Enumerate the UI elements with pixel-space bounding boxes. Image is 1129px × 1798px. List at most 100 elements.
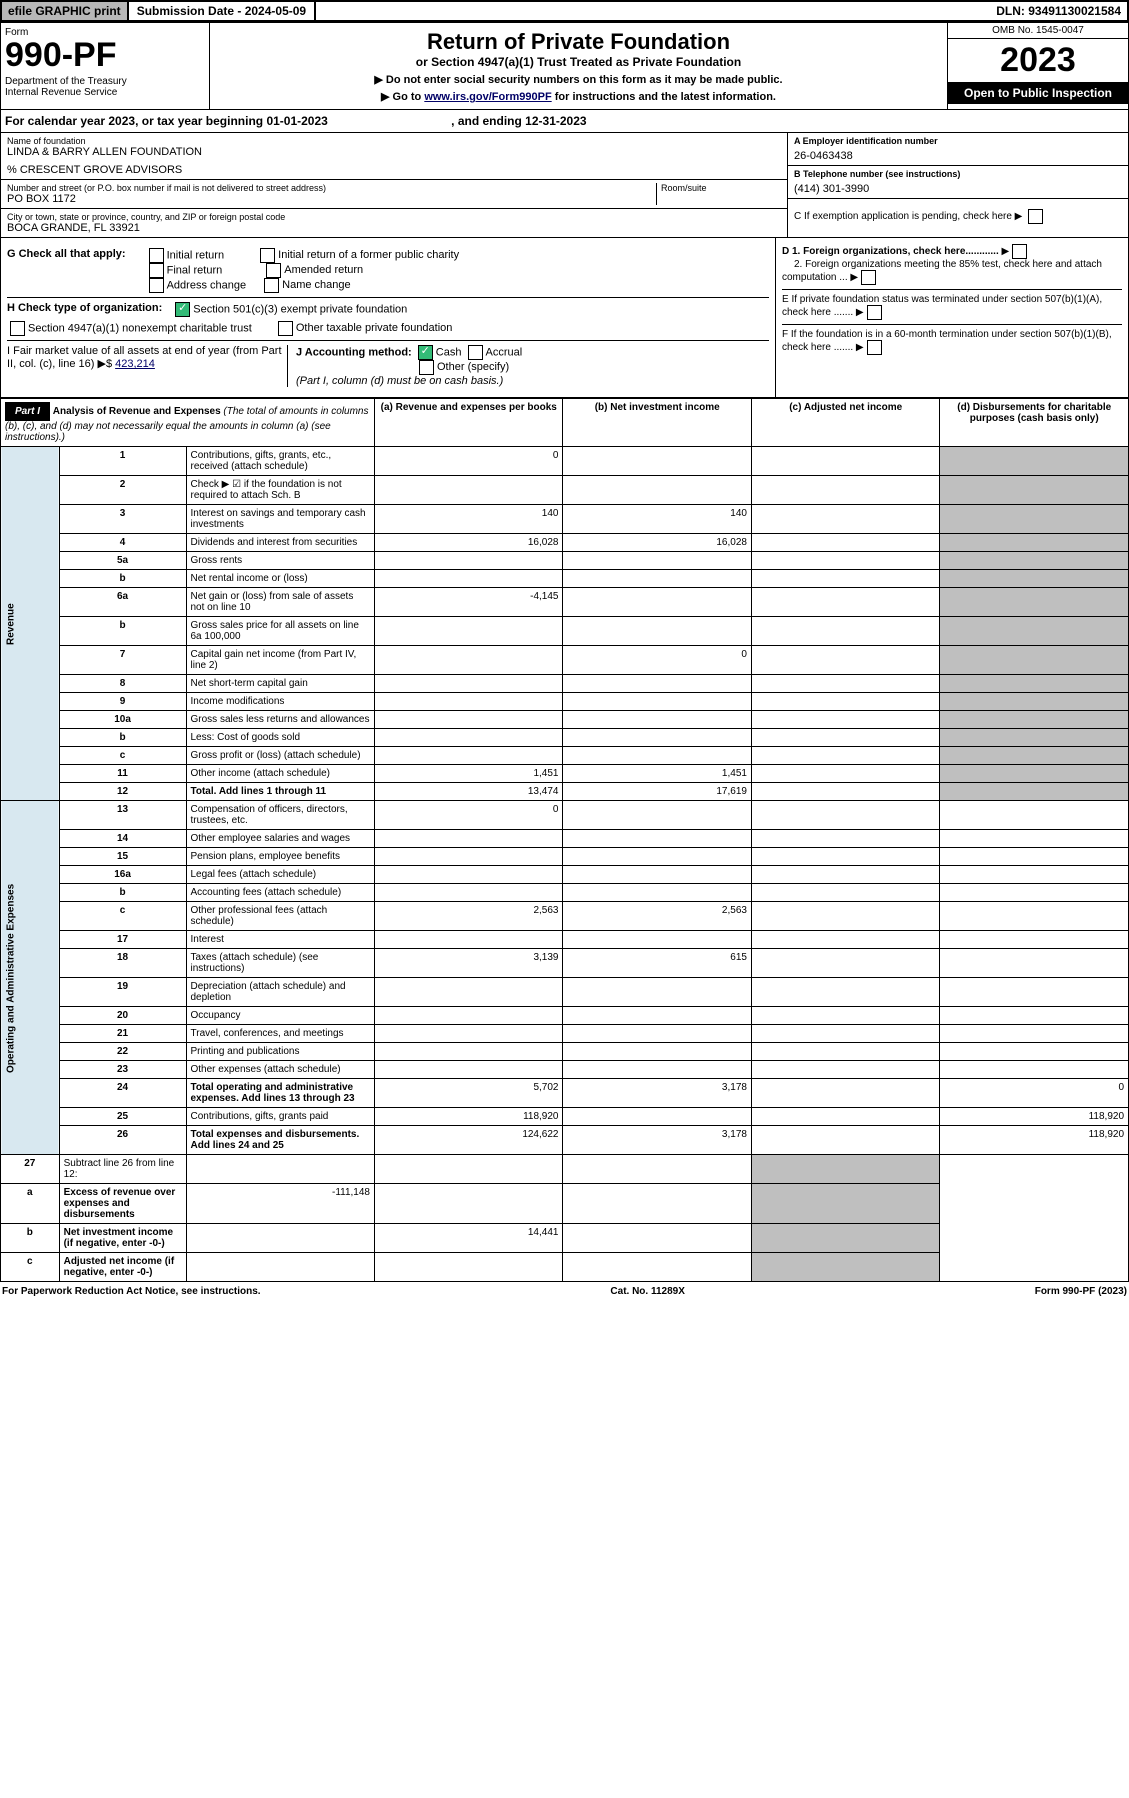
g-initial-chk[interactable] xyxy=(149,248,164,263)
table-row: 5aGross rents xyxy=(1,552,1129,570)
cell-c xyxy=(751,783,939,801)
row-num: 26 xyxy=(59,1126,186,1155)
cell-c xyxy=(751,1079,939,1108)
cell-a: 2,563 xyxy=(374,902,562,931)
cell-a: 1,451 xyxy=(374,765,562,783)
h-other: Other taxable private foundation xyxy=(296,322,453,334)
cell-b xyxy=(563,711,751,729)
g-final: Final return xyxy=(167,264,223,276)
row-desc: Gross sales less returns and allowances xyxy=(186,711,374,729)
j-accrual: Accrual xyxy=(486,346,523,358)
c-checkbox[interactable] xyxy=(1028,209,1043,224)
cell-d xyxy=(940,646,1129,675)
cell-d xyxy=(940,505,1129,534)
j-accrual-chk[interactable] xyxy=(468,345,483,360)
cell-b xyxy=(563,830,751,848)
dln: DLN: 93491130021584 xyxy=(990,2,1127,20)
row-desc: Capital gain net income (from Part IV, l… xyxy=(186,646,374,675)
row-num: 8 xyxy=(59,675,186,693)
cell-d xyxy=(940,729,1129,747)
table-row: Operating and Administrative Expenses13C… xyxy=(1,801,1129,830)
cell-a xyxy=(374,866,562,884)
cell-c xyxy=(751,866,939,884)
row-desc: Other professional fees (attach schedule… xyxy=(186,902,374,931)
h-501c3-chk[interactable] xyxy=(175,302,190,317)
tax-year: 2023 xyxy=(948,39,1128,82)
j-cash-chk[interactable] xyxy=(418,345,433,360)
table-row: 14Other employee salaries and wages xyxy=(1,830,1129,848)
table-row: aExcess of revenue over expenses and dis… xyxy=(1,1184,1129,1224)
g-addr: Address change xyxy=(167,279,247,291)
table-row: 26Total expenses and disbursements. Add … xyxy=(1,1126,1129,1155)
cell-a xyxy=(374,1007,562,1025)
cell-d: 118,920 xyxy=(940,1126,1129,1155)
row-desc: Total expenses and disbursements. Add li… xyxy=(186,1126,374,1155)
d1-chk[interactable] xyxy=(1012,244,1027,259)
cell-b xyxy=(563,1061,751,1079)
row-num: 7 xyxy=(59,646,186,675)
col-a: (a) Revenue and expenses per books xyxy=(374,399,562,447)
table-row: cGross profit or (loss) (attach schedule… xyxy=(1,747,1129,765)
row-desc: Accounting fees (attach schedule) xyxy=(186,884,374,902)
addr-val: PO BOX 1172 xyxy=(7,193,656,205)
cell-d xyxy=(940,1025,1129,1043)
g-former-chk[interactable] xyxy=(260,248,275,263)
row-desc: Net gain or (loss) from sale of assets n… xyxy=(186,588,374,617)
table-row: 23Other expenses (attach schedule) xyxy=(1,1061,1129,1079)
cell-c xyxy=(751,830,939,848)
h-other-chk[interactable] xyxy=(278,321,293,336)
cell-d xyxy=(751,1253,939,1282)
row-desc: Interest on savings and temporary cash i… xyxy=(186,505,374,534)
cell-b xyxy=(563,675,751,693)
cell-a xyxy=(374,476,562,505)
form-number: 990-PF xyxy=(5,38,205,72)
cell-b: 0 xyxy=(563,646,751,675)
row-desc: Excess of revenue over expenses and disb… xyxy=(59,1184,186,1224)
row-desc: Less: Cost of goods sold xyxy=(186,729,374,747)
i-val[interactable]: 423,214 xyxy=(115,358,155,370)
f-chk[interactable] xyxy=(867,340,882,355)
cell-b xyxy=(374,1155,562,1184)
efile-label[interactable]: efile GRAPHIC print xyxy=(2,2,129,20)
form-header: Form 990-PF Department of the Treasury I… xyxy=(0,22,1129,110)
cell-b xyxy=(563,693,751,711)
cell-a xyxy=(186,1155,374,1184)
part1-title: Analysis of Revenue and Expenses xyxy=(53,406,221,417)
row-num: 14 xyxy=(59,830,186,848)
submission-date: Submission Date - 2024-05-09 xyxy=(129,2,316,20)
cell-a: 0 xyxy=(374,447,562,476)
g-final-chk[interactable] xyxy=(149,263,164,278)
table-row: bNet rental income or (loss) xyxy=(1,570,1129,588)
cell-c xyxy=(751,1007,939,1025)
cell-d xyxy=(940,617,1129,646)
row-num: 3 xyxy=(59,505,186,534)
h-4947-chk[interactable] xyxy=(10,321,25,336)
row-desc: Net rental income or (loss) xyxy=(186,570,374,588)
row-num: 2 xyxy=(59,476,186,505)
cell-c xyxy=(563,1253,751,1282)
cell-d xyxy=(940,848,1129,866)
e-chk[interactable] xyxy=(867,305,882,320)
irs-link[interactable]: www.irs.gov/Form990PF xyxy=(424,91,551,103)
room-label: Room/suite xyxy=(661,183,781,193)
cell-c xyxy=(751,747,939,765)
table-row: 7Capital gain net income (from Part IV, … xyxy=(1,646,1129,675)
cell-c xyxy=(751,801,939,830)
cell-c xyxy=(751,646,939,675)
j-other-chk[interactable] xyxy=(419,360,434,375)
cell-c xyxy=(751,447,939,476)
g-name-chk[interactable] xyxy=(264,278,279,293)
cell-a: 118,920 xyxy=(374,1108,562,1126)
row-desc: Subtract line 26 from line 12: xyxy=(59,1155,186,1184)
g-addr-chk[interactable] xyxy=(149,278,164,293)
g-amended-chk[interactable] xyxy=(266,263,281,278)
g-amended: Amended return xyxy=(284,264,363,276)
row-num: 1 xyxy=(59,447,186,476)
table-row: bGross sales price for all assets on lin… xyxy=(1,617,1129,646)
cell-b xyxy=(563,1007,751,1025)
row-desc: Interest xyxy=(186,931,374,949)
d2-chk[interactable] xyxy=(861,270,876,285)
tel-label: B Telephone number (see instructions) xyxy=(794,169,1122,179)
col-b: (b) Net investment income xyxy=(563,399,751,447)
table-row: 25Contributions, gifts, grants paid118,9… xyxy=(1,1108,1129,1126)
